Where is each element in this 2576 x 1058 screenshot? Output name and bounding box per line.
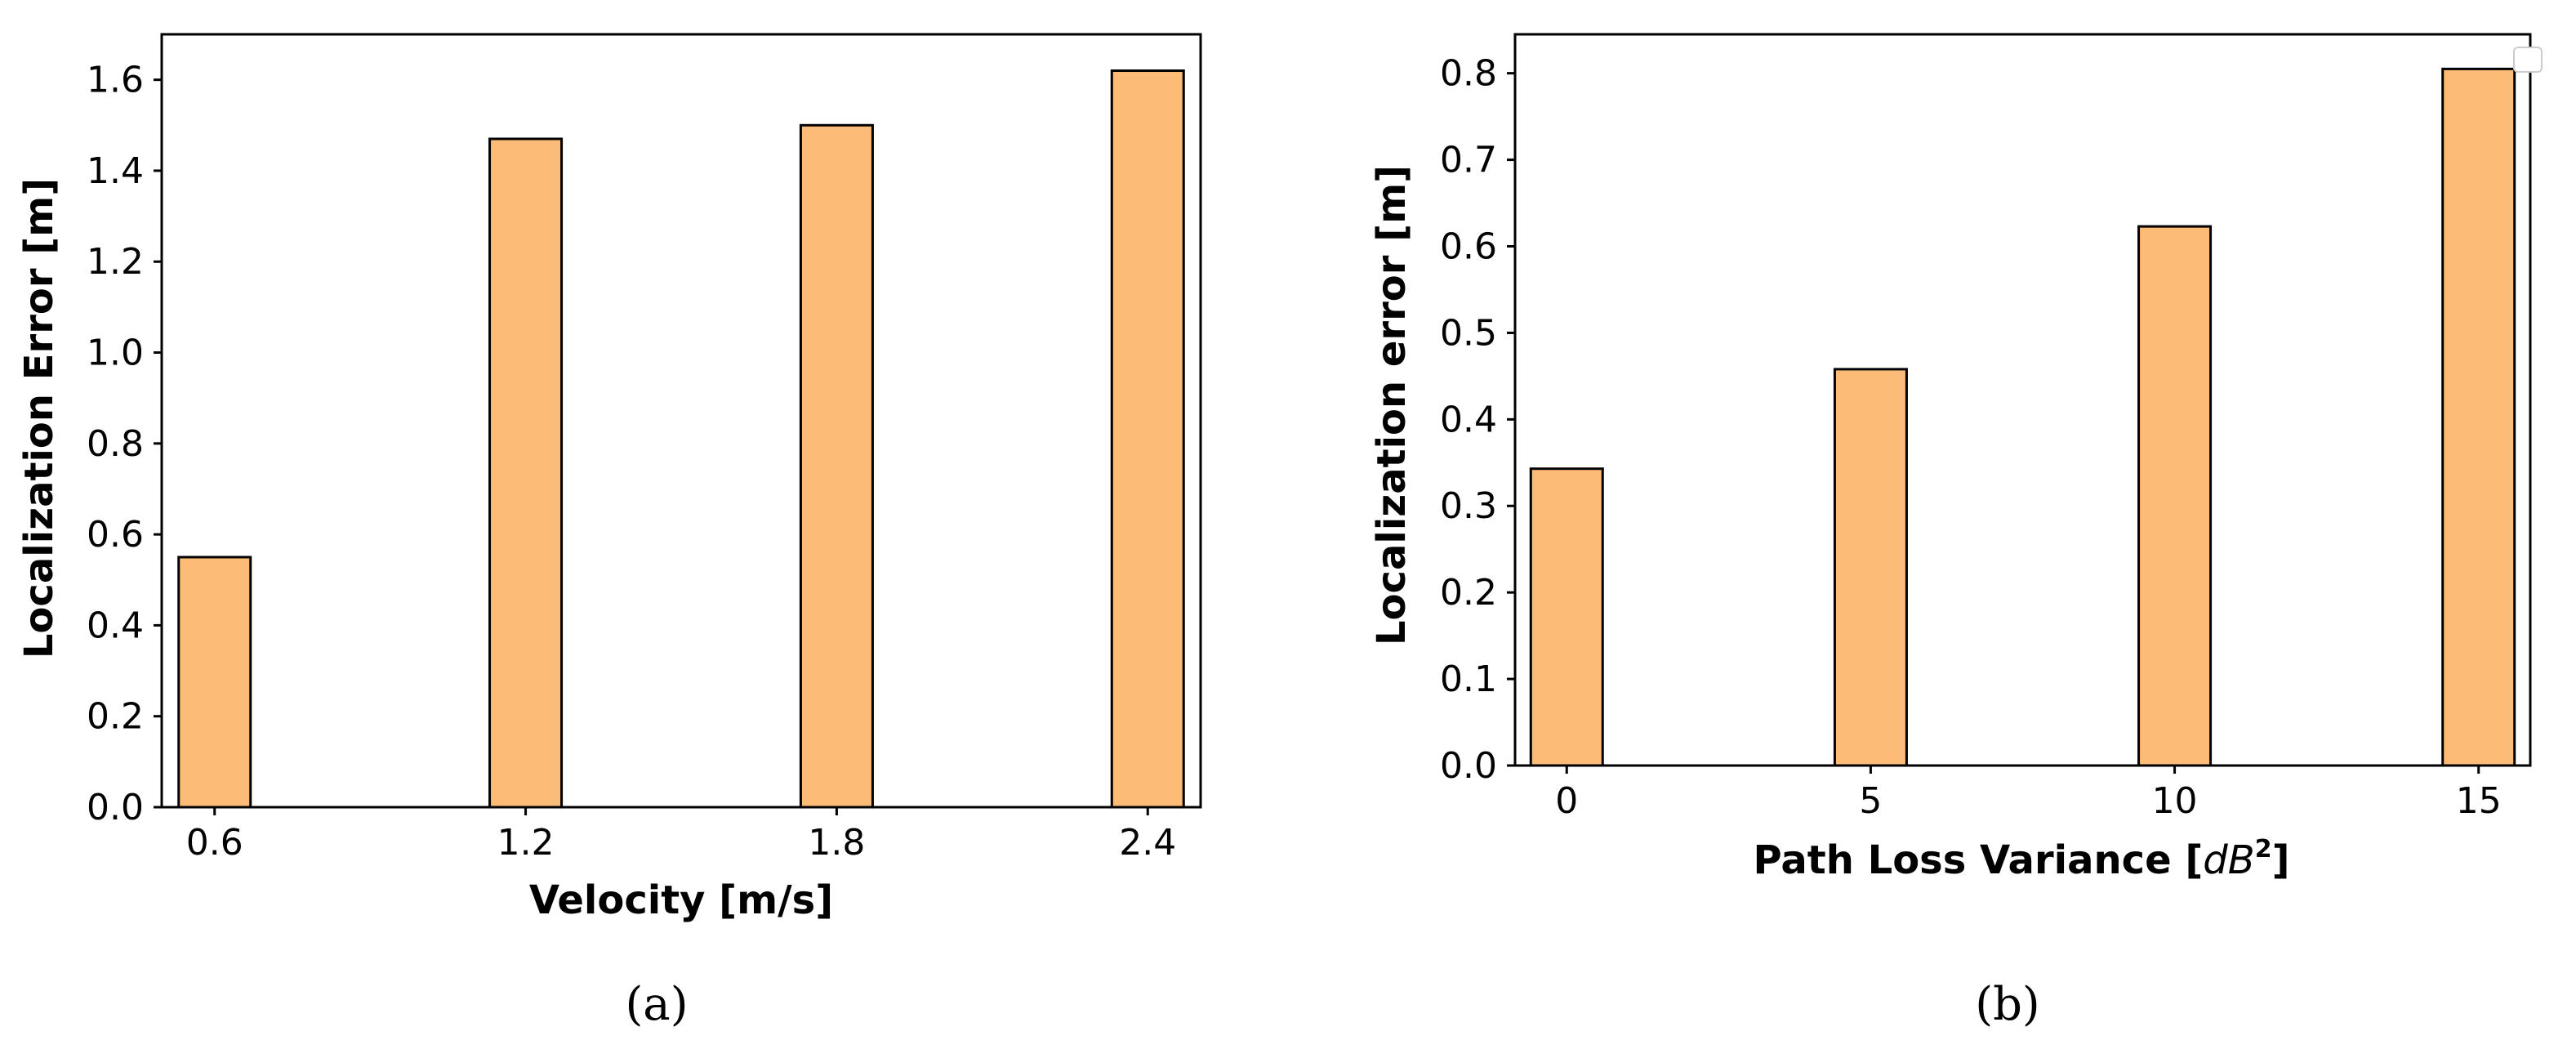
y-tick-label: 0.1 [1440, 658, 1497, 700]
chart-b-plot-frame [1513, 33, 2532, 767]
bar [488, 137, 564, 809]
chart-b-caption: (b) [1975, 978, 2040, 1031]
x-tick-label: 5 [1859, 780, 1882, 822]
y-tick-label: 0.6 [87, 514, 144, 556]
y-tick-label: 0.3 [1440, 485, 1497, 527]
chart-b-y-ticks: 0.0 0.1 0.2 0.3 0.4 0.5 0.6 0.7 0.8 [1440, 53, 1515, 787]
bar [177, 556, 252, 809]
y-tick-label: 1.4 [87, 150, 144, 192]
x-label-prefix: Path Loss Variance [ [1754, 837, 2204, 883]
y-tick-label: 0.6 [1440, 225, 1497, 267]
y-tick-label: 0.2 [1440, 572, 1497, 614]
chart-b-x-axis-label: Path Loss Variance [dB2] [1754, 835, 2290, 883]
y-tick-label: 0.5 [1440, 312, 1497, 354]
x-label-variable: dB [2203, 837, 2254, 883]
chart-a-y-ticks: 0.0 0.2 0.4 0.6 0.8 1.0 1.2 1.4 1.6 [87, 60, 162, 828]
y-tick-label: 1.2 [87, 241, 144, 283]
chart-b-legend-box [2513, 47, 2543, 73]
y-tick-label: 0.0 [87, 787, 144, 828]
bar [1529, 467, 1604, 767]
chart-a-y-axis-label: Localization Error [m] [16, 178, 62, 658]
chart-a-plot-frame [160, 33, 1202, 809]
x-tick-label: 2.4 [1119, 822, 1176, 864]
y-tick-label: 0.4 [1440, 399, 1497, 440]
y-tick-label: 0.0 [1440, 745, 1497, 787]
y-tick-label: 0.7 [1440, 140, 1497, 181]
x-tick-label: 1.2 [497, 822, 555, 864]
y-tick-label: 0.4 [87, 605, 144, 646]
chart-b-y-axis-label: Localization error [m] [1369, 165, 1415, 645]
chart-a: 0.0 0.2 0.4 0.6 0.8 1.0 1.2 1.4 1.6 0.6 1.2 1.8 2.4… [16, 33, 1202, 1031]
chart-b: 0.0 0.1 0.2 0.3 0.4 0.5 0.6 0.7 0.8 0 5 10 15 Path … [1369, 33, 2543, 1031]
chart-a-caption: (a) [625, 978, 688, 1031]
bar [1833, 368, 1908, 767]
y-tick-label: 0.2 [87, 696, 144, 738]
x-tick-label: 0.6 [186, 822, 243, 864]
x-tick-label: 15 [2456, 780, 2502, 822]
x-label-suffix: ] [2272, 837, 2290, 883]
y-tick-label: 1.0 [87, 333, 144, 374]
x-label-superscript: 2 [2255, 835, 2272, 864]
x-tick-label: 0 [1555, 780, 1578, 822]
y-tick-label: 1.6 [87, 60, 144, 101]
chart-a-x-ticks: 0.6 1.2 1.8 2.4 [186, 807, 1176, 864]
chart-b-bars [1529, 67, 2516, 767]
y-tick-label: 0.8 [1440, 53, 1497, 95]
bar [799, 123, 874, 809]
x-tick-label: 10 [2152, 780, 2198, 822]
chart-a-x-axis-label: Velocity [m/s] [529, 877, 833, 923]
chart-b-x-ticks: 0 5 10 15 [1555, 766, 2502, 822]
x-tick-label: 1.8 [808, 822, 865, 864]
bar [1110, 69, 1185, 809]
bar [2441, 67, 2516, 767]
y-tick-label: 0.8 [87, 423, 144, 465]
chart-a-bars [177, 69, 1185, 809]
bar [2137, 225, 2213, 767]
